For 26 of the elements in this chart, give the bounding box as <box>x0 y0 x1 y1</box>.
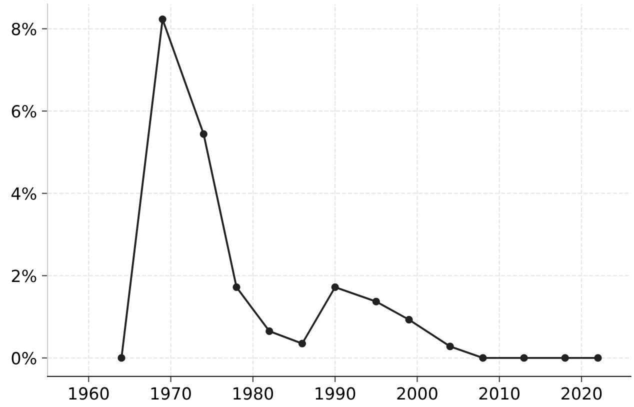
point <box>479 354 487 362</box>
point <box>372 298 380 306</box>
point <box>446 342 454 350</box>
point <box>331 283 339 291</box>
x-tick-label: 1990 <box>316 387 356 400</box>
point <box>405 316 413 324</box>
point <box>158 15 166 24</box>
point <box>594 354 602 362</box>
x-tick-label: 2020 <box>562 387 602 400</box>
x-tick-label: 1960 <box>69 387 109 400</box>
point <box>520 354 528 362</box>
point <box>118 354 126 362</box>
point <box>266 327 274 336</box>
x-tick-label: 1970 <box>151 387 191 400</box>
point <box>561 354 569 362</box>
x-tick-label: 1980 <box>234 387 274 400</box>
point <box>232 283 240 291</box>
y-tick-label: 6% <box>12 105 36 118</box>
point <box>298 340 306 348</box>
x-tick-label: 2000 <box>397 387 438 400</box>
y-tick-label: 2% <box>12 270 36 282</box>
y-tick-label: 0% <box>12 352 36 365</box>
x-tick-label: 2010 <box>479 387 520 400</box>
y-tick-label: 4% <box>12 187 36 200</box>
point <box>200 130 208 138</box>
y-tick-label: 8% <box>12 22 36 36</box>
